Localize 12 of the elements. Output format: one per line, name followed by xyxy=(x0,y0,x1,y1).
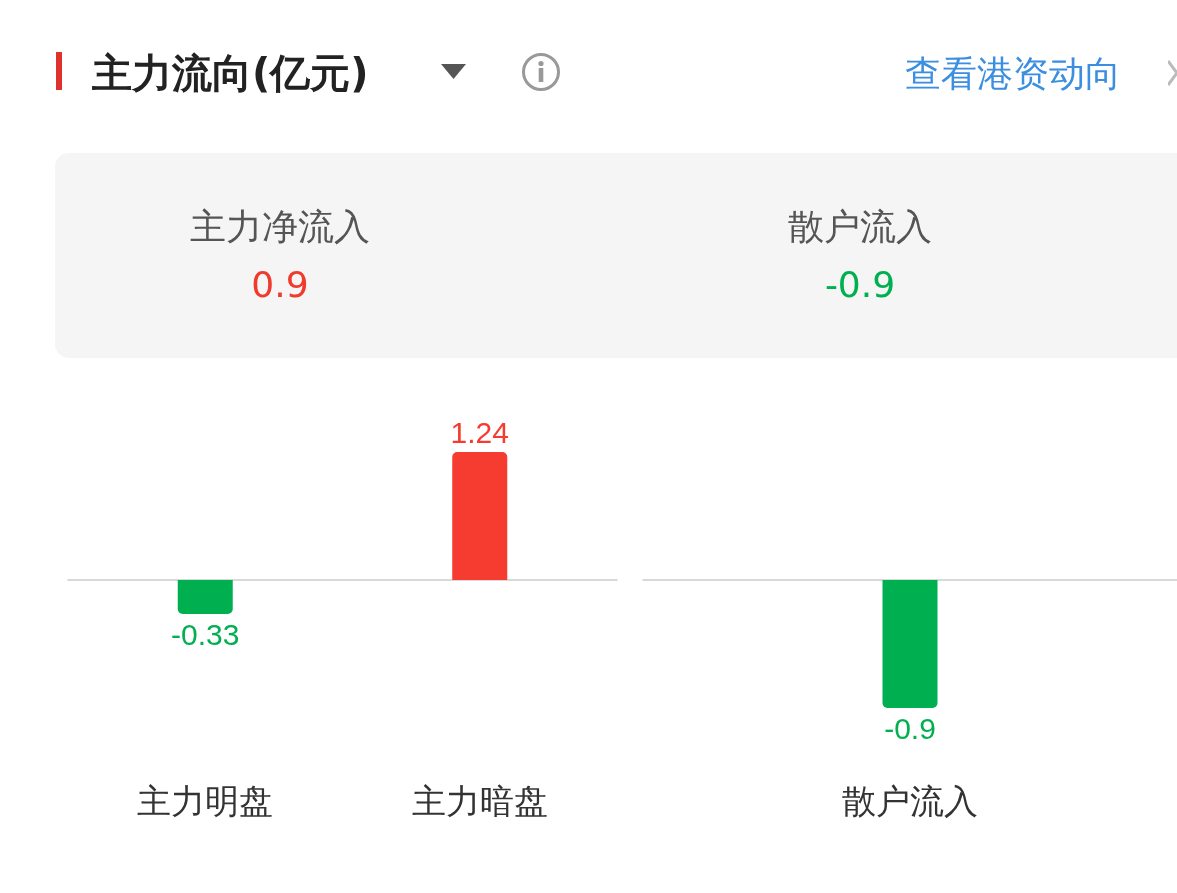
category-label: 主力净流入 xyxy=(189,205,371,249)
data-label: -0.9 xyxy=(823,264,897,305)
data-label: 0.9 xyxy=(250,264,310,305)
x-tick-label: 主力暗盘 xyxy=(411,782,548,820)
text: 主力流向(亿元) xyxy=(92,49,369,98)
data-label: -0.9 xyxy=(884,711,936,745)
text: 查看港资动向 xyxy=(905,52,1121,96)
data-label: -0.33 xyxy=(171,617,240,651)
x-tick-label: 主力明盘 xyxy=(137,782,274,820)
data-label: 1.24 xyxy=(450,415,509,449)
x-tick-label: 散户流入 xyxy=(842,782,978,820)
category-label: 散户流入 xyxy=(787,205,933,249)
